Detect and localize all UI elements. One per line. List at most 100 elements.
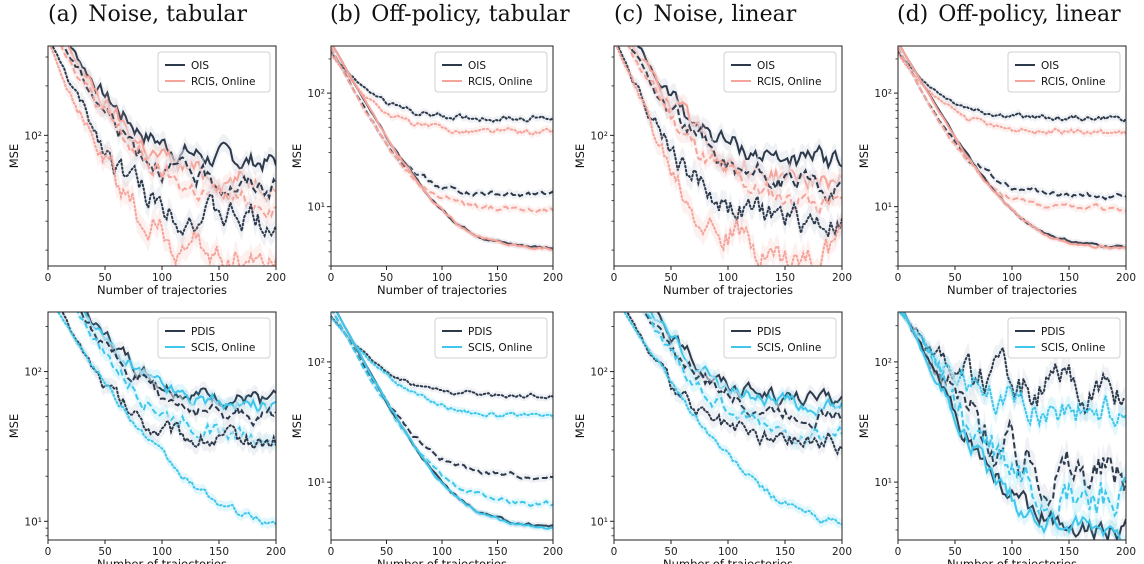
y-axis-label: MSE bbox=[857, 144, 871, 169]
series-band bbox=[331, 49, 553, 126]
legend-label: RCIS, Online bbox=[468, 76, 532, 88]
y-axis-label: MSE bbox=[857, 414, 871, 439]
x-tick-label: 0 bbox=[895, 272, 902, 284]
series-band bbox=[331, 46, 553, 253]
x-tick-label: 100 bbox=[1002, 272, 1022, 284]
series-line bbox=[335, 312, 553, 530]
series-band bbox=[50, 46, 276, 247]
series-line bbox=[331, 46, 553, 251]
series-band bbox=[83, 312, 276, 416]
series-band bbox=[624, 312, 842, 462]
y-tick-label: 10² bbox=[24, 367, 42, 379]
chart-panel-b2: 0 50 100 150 200 10¹ 10² Number of trajectories… bbox=[290, 311, 563, 564]
plot-area bbox=[898, 312, 1126, 540]
legend-box bbox=[723, 51, 837, 93]
x-axis-label: Number of trajectories bbox=[947, 557, 1077, 564]
x-tick-label: 150 bbox=[209, 272, 229, 284]
series-line bbox=[80, 312, 276, 428]
legend-label: SCIS, Online bbox=[757, 342, 821, 354]
series-line bbox=[67, 46, 276, 203]
x-tick-label: 200 bbox=[1116, 272, 1136, 284]
series-line bbox=[331, 51, 553, 123]
x-tick-label: 0 bbox=[45, 272, 52, 284]
chart-panel-b1: 0 50 100 150 200 10¹ 10² Number of trajectories… bbox=[290, 45, 563, 297]
x-tick-label: 50 bbox=[948, 272, 961, 284]
panel-label: (d) bbox=[897, 2, 929, 27]
x-tick-label: 50 bbox=[664, 546, 677, 558]
plot-area bbox=[331, 46, 553, 253]
series-band bbox=[627, 46, 842, 212]
series-line bbox=[331, 47, 553, 214]
x-tick-label: 50 bbox=[664, 272, 677, 284]
x-tick-label: 150 bbox=[1059, 272, 1079, 284]
plot-area bbox=[898, 46, 1126, 252]
panel-label: (c) bbox=[614, 2, 644, 27]
legend-label: OIS bbox=[191, 60, 209, 72]
x-tick-label: 100 bbox=[718, 272, 738, 284]
series-band bbox=[898, 49, 1126, 126]
series-line bbox=[331, 315, 553, 400]
series-line bbox=[898, 51, 1126, 123]
panel-title: Noise, tabular bbox=[88, 2, 248, 27]
series-line bbox=[902, 312, 1126, 540]
series-band bbox=[625, 46, 842, 223]
series-line bbox=[86, 312, 276, 411]
legend-label: OIS bbox=[1041, 60, 1059, 72]
plot-area bbox=[48, 46, 276, 266]
x-tick-label: 0 bbox=[328, 546, 335, 558]
series-line bbox=[51, 46, 276, 239]
series-band bbox=[898, 51, 1126, 138]
series-band bbox=[648, 312, 842, 424]
legend: PDIS SCIS, Online bbox=[157, 317, 271, 359]
series-line bbox=[623, 312, 842, 526]
series-band bbox=[900, 312, 1126, 540]
y-tick-label: 10¹ bbox=[24, 516, 42, 528]
plot-area bbox=[622, 312, 842, 530]
series-line bbox=[49, 46, 276, 266]
chart-panel-d1: 0 50 100 150 200 10¹ 10² Number of trajectories… bbox=[857, 45, 1136, 297]
series-line bbox=[899, 312, 1126, 416]
series-line bbox=[68, 46, 276, 174]
column-title-d: (d) Off-policy, linear bbox=[897, 2, 1121, 36]
y-tick-label: 10² bbox=[590, 130, 608, 142]
series-band bbox=[331, 314, 553, 421]
series-line bbox=[615, 46, 842, 266]
series-band bbox=[60, 312, 276, 457]
x-tick-label: 50 bbox=[380, 272, 393, 284]
legend-label: PDIS bbox=[468, 326, 493, 338]
series-line bbox=[331, 53, 553, 136]
x-axis-label: Number of trajectories bbox=[663, 283, 793, 297]
x-tick-label: 0 bbox=[895, 546, 902, 558]
x-tick-label: 200 bbox=[1116, 546, 1136, 558]
x-tick-label: 200 bbox=[266, 546, 286, 558]
x-tick-label: 100 bbox=[1002, 546, 1022, 558]
x-tick-label: 0 bbox=[45, 546, 52, 558]
plot-area bbox=[331, 312, 553, 533]
series-line bbox=[902, 312, 1122, 540]
series-line bbox=[61, 312, 276, 450]
series-line bbox=[616, 46, 842, 240]
legend-label: SCIS, Online bbox=[468, 342, 532, 354]
y-tick-label: 10² bbox=[307, 88, 325, 100]
x-axis-label: Number of trajectories bbox=[377, 283, 507, 297]
x-tick-label: 200 bbox=[266, 272, 286, 284]
series-line bbox=[898, 53, 1126, 136]
panel-title: Noise, linear bbox=[653, 2, 797, 27]
chart-panel-c1: 0 50 100 150 200 10² Number of trajectories MSE… bbox=[573, 45, 852, 297]
x-tick-label: 0 bbox=[611, 546, 618, 558]
x-tick-label: 150 bbox=[487, 272, 507, 284]
plot-area bbox=[55, 312, 276, 530]
x-tick-label: 50 bbox=[948, 546, 961, 558]
legend-label: SCIS, Online bbox=[1041, 342, 1105, 354]
x-axis-label: Number of trajectories bbox=[97, 557, 227, 564]
legend: PDIS SCIS, Online bbox=[723, 317, 837, 359]
series-line bbox=[898, 312, 1126, 429]
x-tick-label: 150 bbox=[209, 546, 229, 558]
y-tick-label: 10² bbox=[24, 130, 42, 142]
x-tick-label: 150 bbox=[775, 272, 795, 284]
legend-box bbox=[1007, 317, 1121, 359]
x-axis-label: Number of trajectories bbox=[947, 283, 1077, 297]
x-tick-label: 0 bbox=[611, 272, 618, 284]
legend: OIS RCIS, Online bbox=[434, 51, 548, 93]
y-tick-label: 10¹ bbox=[307, 477, 325, 489]
